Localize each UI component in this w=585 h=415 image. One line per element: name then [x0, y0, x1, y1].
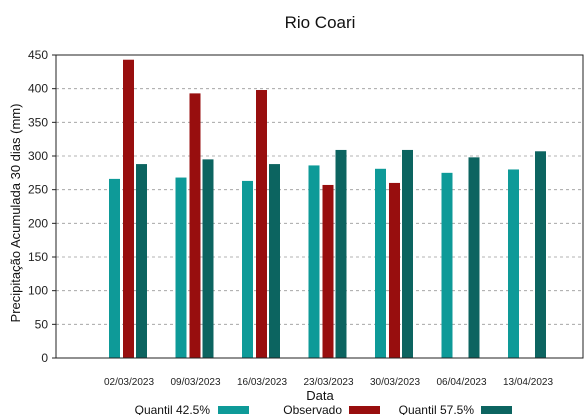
bar-4-2 [402, 149, 413, 358]
legend-label-2: Quantil 57.5% [399, 403, 475, 415]
y-tick-label-7: 350 [28, 115, 48, 129]
bar-0-1 [123, 59, 134, 359]
legend: Quantil 42.5% Observado Quantil 57.5% [135, 403, 512, 415]
bar-2-0 [242, 180, 253, 358]
x-tick-label-2: 16/03/2023 [237, 377, 287, 388]
x-tick-label-6: 13/04/2023 [503, 377, 553, 388]
y-axis-ticks: 0 50 100 150 200 250 300 350 400 450 [28, 48, 56, 365]
x-axis-label: Data [306, 388, 334, 403]
legend-swatch-1 [349, 406, 380, 414]
y-tick-label-0: 0 [41, 351, 48, 365]
y-tick-label-2: 100 [28, 284, 48, 298]
bar-2-1 [256, 90, 267, 358]
legend-swatch-0 [218, 406, 249, 414]
y-tick-label-5: 250 [28, 183, 48, 197]
x-tick-label-3: 23/03/2023 [303, 377, 353, 388]
bars [109, 59, 546, 359]
bar-3-2 [335, 149, 347, 358]
bar-1-2 [202, 159, 214, 358]
bar-1-1 [189, 93, 201, 358]
y-tick-label-4: 200 [28, 216, 48, 230]
y-axis-label: Precipitação Acumulada 30 dias (mm) [8, 104, 23, 323]
grid-lines [56, 88, 583, 325]
bar-0-2 [136, 164, 147, 358]
bar-4-1 [389, 182, 400, 358]
bar-3-0 [308, 165, 320, 358]
y-tick-label-1: 50 [35, 317, 49, 331]
legend-label-0: Quantil 42.5% [135, 403, 211, 415]
x-axis-ticks: 02/03/2023 09/03/2023 16/03/2023 23/03/2023… [104, 377, 553, 388]
x-tick-label-1: 09/03/2023 [170, 377, 220, 388]
legend-label-1: Observado [283, 403, 342, 415]
chart-title: Rio Coari [285, 13, 356, 32]
legend-swatch-2 [481, 406, 512, 414]
x-tick-label-5: 06/04/2023 [436, 377, 486, 388]
bar-5-2 [468, 157, 480, 358]
plot-frame [55, 54, 584, 359]
bar-2-2 [269, 164, 280, 358]
bar-6-0 [508, 169, 519, 358]
y-tick-label-6: 300 [28, 149, 48, 163]
bar-4-0 [375, 168, 386, 358]
y-tick-label-3: 150 [28, 250, 48, 264]
y-tick-label-8: 400 [28, 82, 48, 96]
bar-5-0 [441, 172, 453, 358]
y-tick-label-9: 450 [28, 48, 48, 62]
bar-1-0 [175, 177, 187, 358]
x-tick-label-0: 02/03/2023 [104, 377, 154, 388]
bar-6-2 [535, 151, 546, 358]
bar-0-0 [109, 178, 120, 358]
x-tick-label-4: 30/03/2023 [370, 377, 420, 388]
bar-3-1 [322, 184, 334, 358]
